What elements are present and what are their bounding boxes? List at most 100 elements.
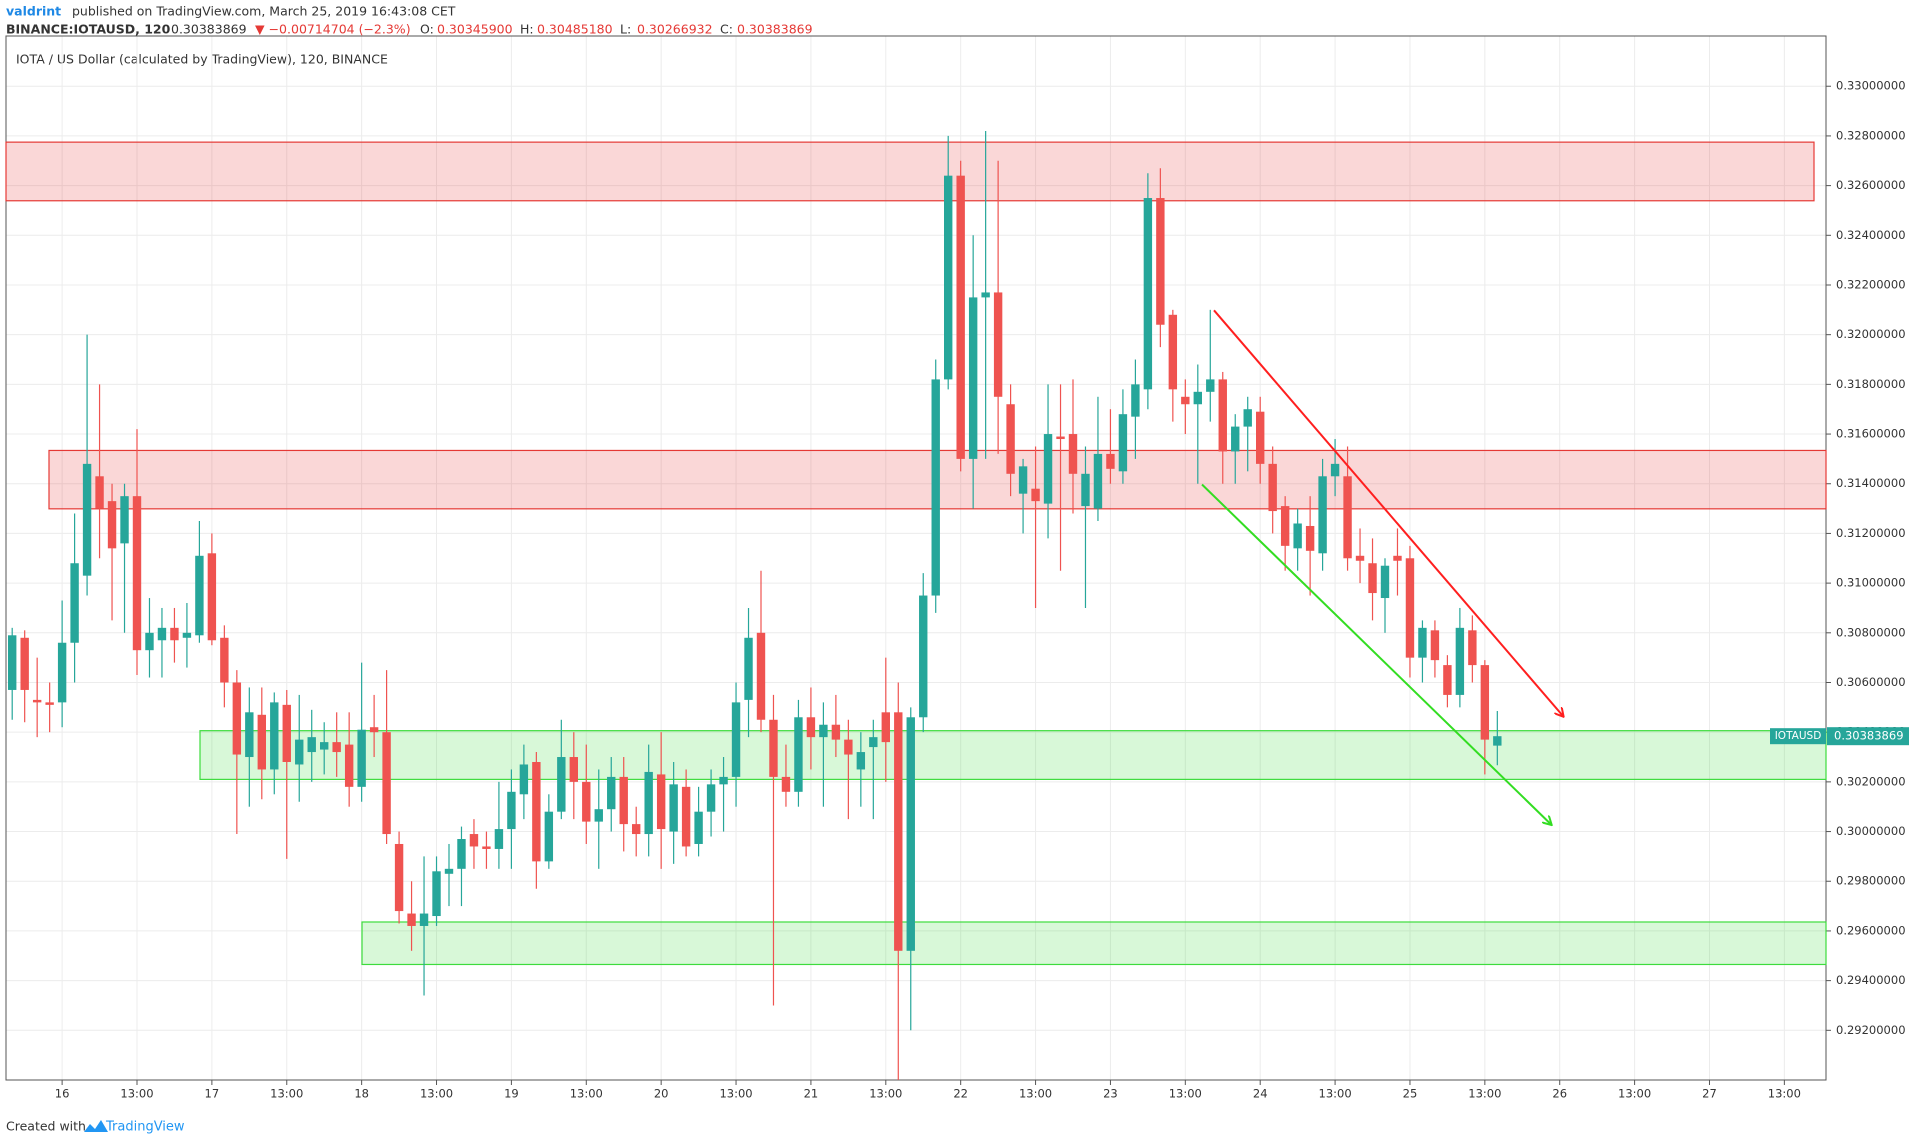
candle-body: [407, 913, 416, 926]
x-tick-label: 24: [1253, 1087, 1268, 1101]
candle-body: [182, 632, 192, 638]
candle-body: [1006, 404, 1015, 474]
symbol: BINANCE:IOTAUSD, 120: [6, 22, 171, 37]
candle-body: [906, 717, 915, 951]
x-tick-label: 13:00: [570, 1087, 603, 1101]
candle-body: [1430, 630, 1440, 661]
candle-body: [644, 771, 653, 835]
x-tick-label: 13:00: [420, 1087, 453, 1101]
x-tick-label: 22: [953, 1087, 968, 1101]
candle-body: [1293, 523, 1302, 549]
candle-body: [769, 719, 778, 777]
candle-body: [170, 627, 179, 641]
candle-body: [544, 811, 554, 862]
candle-body: [869, 737, 878, 748]
candle-body: [507, 791, 516, 830]
candle-body: [282, 704, 291, 762]
candle-body: [107, 501, 117, 549]
candle-body: [1143, 198, 1153, 390]
candle-body: [1343, 476, 1352, 559]
candle-body: [1031, 488, 1040, 502]
candle-body: [594, 809, 603, 822]
candle-body: [1231, 426, 1240, 452]
candle-body: [95, 476, 104, 509]
candle-body: [532, 761, 541, 862]
candle-body: [881, 712, 890, 743]
candle-body: [1368, 563, 1377, 594]
candle-body: [157, 627, 167, 641]
y-tick-label: 0.31000000: [1836, 576, 1906, 590]
y-tick-label: 0.32000000: [1836, 327, 1906, 341]
x-tick-label: 18: [354, 1087, 369, 1101]
candle-body: [1156, 198, 1165, 325]
candle-body: [45, 702, 54, 705]
candle-body: [1056, 436, 1065, 440]
candle-body: [394, 843, 404, 912]
y-tick-label: 0.31200000: [1836, 526, 1906, 540]
candle-body: [1268, 463, 1277, 512]
candle-body: [656, 774, 666, 830]
candle-body: [307, 737, 316, 753]
candle-body: [569, 757, 578, 782]
trend-arrow: [1213, 309, 1563, 716]
zone: [199, 730, 1827, 780]
candle-body: [432, 871, 441, 917]
candle-body: [1043, 434, 1053, 504]
candle-body: [320, 742, 329, 750]
price-tag-value: 0.30383869: [1834, 729, 1904, 743]
candle-body: [369, 727, 379, 733]
zone: [361, 921, 1827, 966]
change: ▼ −0.00714704 (−2.3%): [255, 22, 411, 37]
x-tick-label: 13:00: [1169, 1087, 1202, 1101]
candle-body: [1256, 411, 1265, 464]
y-tick-label: 0.29800000: [1836, 874, 1906, 888]
candle-body: [482, 846, 491, 849]
x-tick-label: 26: [1552, 1087, 1567, 1101]
candle-body: [1468, 630, 1477, 666]
y-tick-label: 0.30200000: [1836, 774, 1906, 788]
candle-body: [681, 786, 691, 847]
candle-body: [931, 379, 940, 596]
x-tick-label: 13:00: [1468, 1087, 1501, 1101]
price-tag-name-box: [1770, 728, 1826, 745]
y-tick-label: 0.29600000: [1836, 923, 1906, 937]
x-tick-label: 21: [804, 1087, 819, 1101]
x-tick-label: 13:00: [869, 1087, 902, 1101]
candle-body: [1455, 627, 1465, 695]
ohlc-value: 0.30266932: [637, 22, 713, 37]
candle-body: [57, 642, 67, 703]
candle-body: [1218, 379, 1227, 452]
ohlc-value: 0.30345900: [437, 22, 513, 37]
candle-body: [844, 739, 853, 755]
candle-body: [332, 742, 341, 753]
candle-body: [1330, 463, 1340, 477]
candle-body: [694, 811, 703, 844]
candle-body: [295, 739, 304, 765]
candle-body: [1081, 473, 1090, 507]
candle-body: [1131, 384, 1140, 417]
candle-body: [357, 729, 366, 787]
candle-body: [806, 717, 816, 738]
candle-body: [1480, 665, 1490, 740]
candle-body: [207, 553, 217, 641]
x-tick-label: 13:00: [1019, 1087, 1052, 1101]
x-tick-label: 20: [654, 1087, 669, 1101]
y-tick-label: 0.33000000: [1836, 79, 1906, 93]
candle-body: [1106, 453, 1115, 469]
candle-body: [1318, 476, 1327, 554]
chart-title: IOTA / US Dollar (calculated by TradingV…: [16, 52, 388, 67]
zone: [5, 141, 1815, 202]
candle-body: [1068, 434, 1078, 474]
y-tick-label: 0.32400000: [1836, 228, 1906, 242]
y-tick-label: 0.30800000: [1836, 625, 1906, 639]
y-tick-label: 0.31400000: [1836, 476, 1906, 490]
ohlc-label: O:: [420, 22, 434, 37]
candle-body: [719, 776, 728, 785]
candle-body: [1168, 314, 1178, 390]
candle-body: [457, 839, 466, 869]
x-tick-label: 16: [55, 1087, 70, 1101]
ohlc-value: 0.30383869: [737, 22, 813, 37]
y-tick-label: 0.32600000: [1836, 178, 1906, 192]
candle-body: [1193, 391, 1202, 405]
candle-body: [993, 292, 1003, 397]
